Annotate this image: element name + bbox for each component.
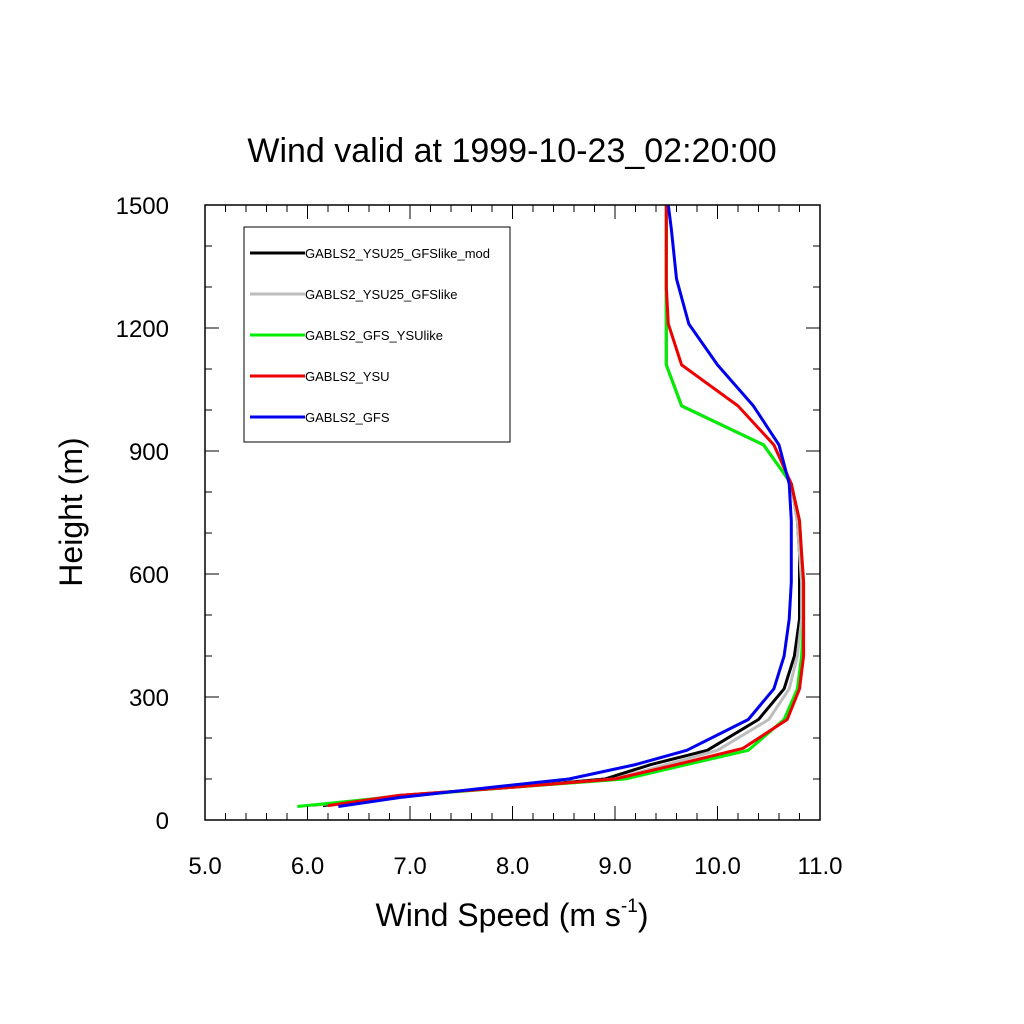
y-tick-label: 600	[129, 562, 169, 589]
y-axis-title: Height (m)	[53, 437, 89, 586]
legend-label: GABLS2_GFS	[305, 410, 390, 425]
x-axis-title-sup: -1	[621, 896, 638, 917]
legend-label: GABLS2_GFS_YSUlike	[305, 328, 443, 343]
y-tick-label: 900	[129, 439, 169, 466]
y-tick-label: 0	[156, 808, 169, 835]
x-tick-label: 7.0	[393, 853, 426, 880]
legend: GABLS2_YSU25_GFSlike_mod GABLS2_YSU25_GFS…	[243, 226, 511, 443]
y-tick-label: 1500	[116, 193, 169, 220]
series-line-gabls2_gfs	[338, 204, 793, 808]
x-tick-label: 11.0	[798, 853, 843, 880]
legend-label: GABLS2_YSU25_GFSlike	[305, 287, 457, 302]
x-tick-label: 9.0	[598, 853, 631, 880]
y-tick-label: 300	[129, 685, 169, 712]
x-axis-title-end: )	[638, 897, 649, 933]
y-tick-label: 1200	[116, 316, 169, 343]
series-line-gabls2_ysu	[327, 205, 806, 808]
x-tick-label: 6.0	[291, 853, 324, 880]
chart-title: Wind valid at 1999-10-23_02:20:00	[247, 132, 776, 170]
x-axis-title: Wind Speed (m s-1)	[376, 896, 649, 933]
series-layer	[297, 204, 806, 808]
x-tick-label: 10.0	[694, 853, 741, 880]
legend-label: GABLS2_YSU	[305, 369, 390, 384]
legend-entries: GABLS2_YSU25_GFSlike_mod GABLS2_YSU25_GFS…	[250, 246, 490, 425]
x-tick-label: 5.0	[188, 853, 221, 880]
legend-label: GABLS2_YSU25_GFSlike_mod	[305, 246, 490, 261]
tick-layer: 5.0 6.0 7.0 8.0 9.0 10.0 11.0 0 300 600 900 1200 150…	[116, 193, 843, 880]
x-axis-title-main: Wind Speed (m s	[376, 897, 621, 933]
x-tick-label: 8.0	[496, 853, 529, 880]
